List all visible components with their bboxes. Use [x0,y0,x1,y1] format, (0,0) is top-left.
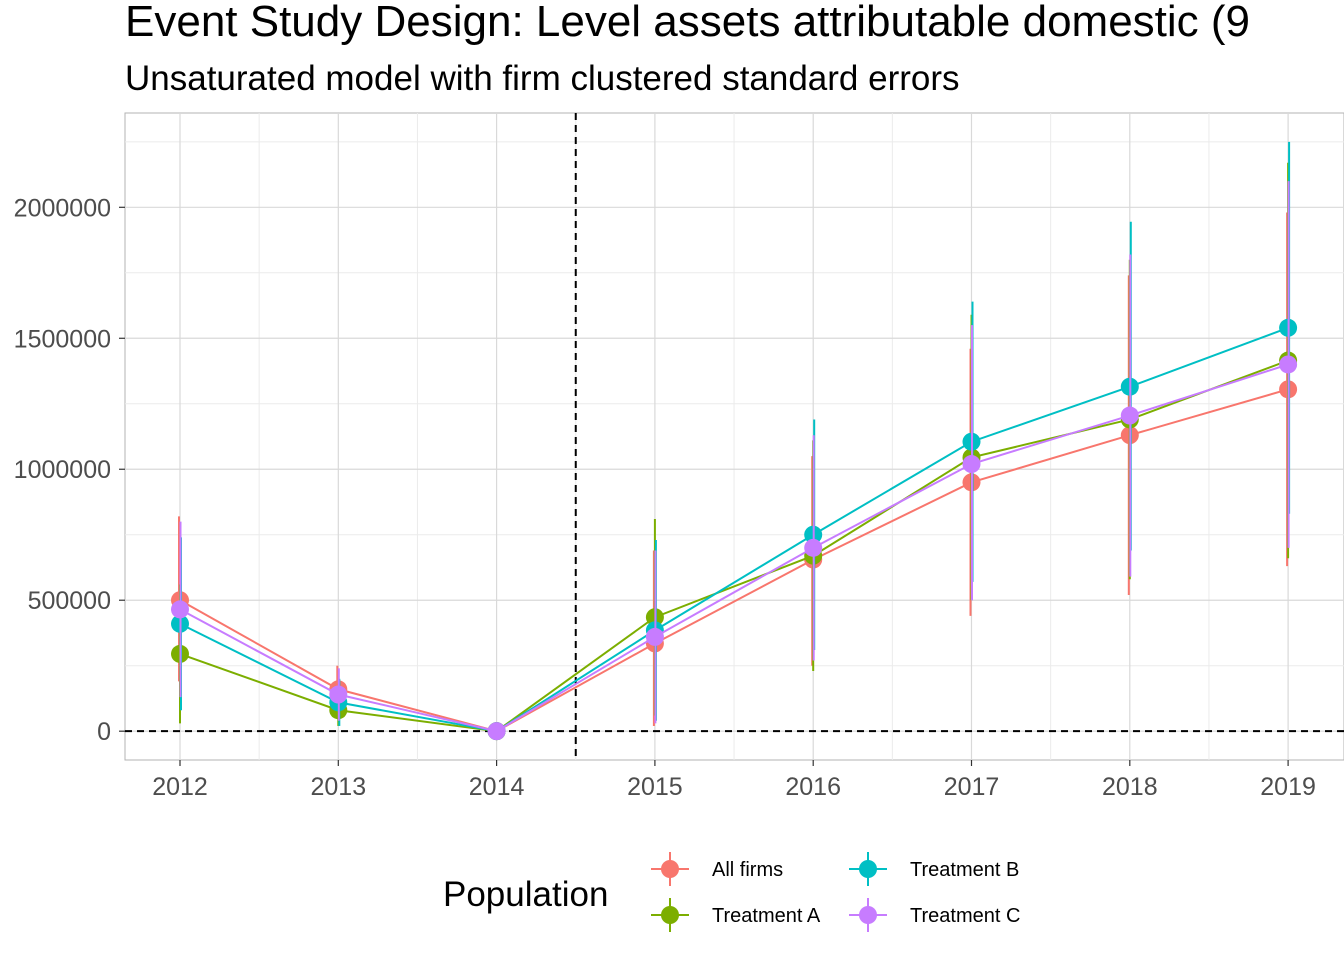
x-tick-label: 2014 [469,773,525,801]
y-tick-label: 1500000 [14,325,111,353]
data-point [1120,406,1139,425]
legend-label: Treatment A [712,905,821,927]
legend-item: Treatment B [849,852,1019,886]
series-line [179,388,1289,733]
x-tick-label: 2016 [785,773,841,801]
data-point [645,627,664,646]
legend-item: Treatment C [849,898,1020,932]
data-point [329,685,348,704]
y-axis: 0 500000 1000000 1500000 2000000 [14,194,125,746]
x-tick-label: 2017 [944,773,1000,801]
chart-subtitle: Unsaturated model with firm clustered st… [125,59,960,98]
y-tick-label: 0 [97,718,111,746]
x-tick-label: 2019 [1260,773,1316,801]
series-treatment-c [171,181,1298,741]
legend-item: All firms [651,852,783,886]
series-line [179,363,1289,733]
data-point [804,538,823,557]
data-point [487,722,506,741]
y-tick-label: 1000000 [14,456,111,484]
chart-title: Event Study Design: Level assets attribu… [125,0,1250,46]
legend-label: Treatment C [910,905,1020,927]
legend-title: Population [443,875,608,914]
series-layer [171,141,1298,741]
legend-label: All firms [712,859,783,881]
x-tick-label: 2013 [310,773,366,801]
series-line [179,359,1289,733]
legend-items: All firms Treatment A Treatment B Treatment… [651,852,1020,932]
y-tick-label: 2000000 [14,194,111,222]
data-point [171,600,189,619]
legend-item: Treatment A [651,898,821,932]
legend-key-point [859,860,877,878]
x-axis: 2012 2013 2014 2015 2016 2017 2018 2019 [152,760,1316,801]
y-tick-label: 500000 [28,587,111,615]
data-point [1279,355,1298,374]
series-line [179,326,1289,733]
legend-key-point [661,906,679,924]
x-tick-label: 2015 [627,773,683,801]
legend-key-point [661,860,679,878]
x-tick-label: 2012 [152,773,208,801]
legend-key-point [859,906,877,924]
legend: Population All firms Treatment A Treatment… [443,852,1020,932]
legend-label: Treatment B [910,859,1019,881]
x-tick-label: 2018 [1102,773,1158,801]
data-point [962,455,981,474]
